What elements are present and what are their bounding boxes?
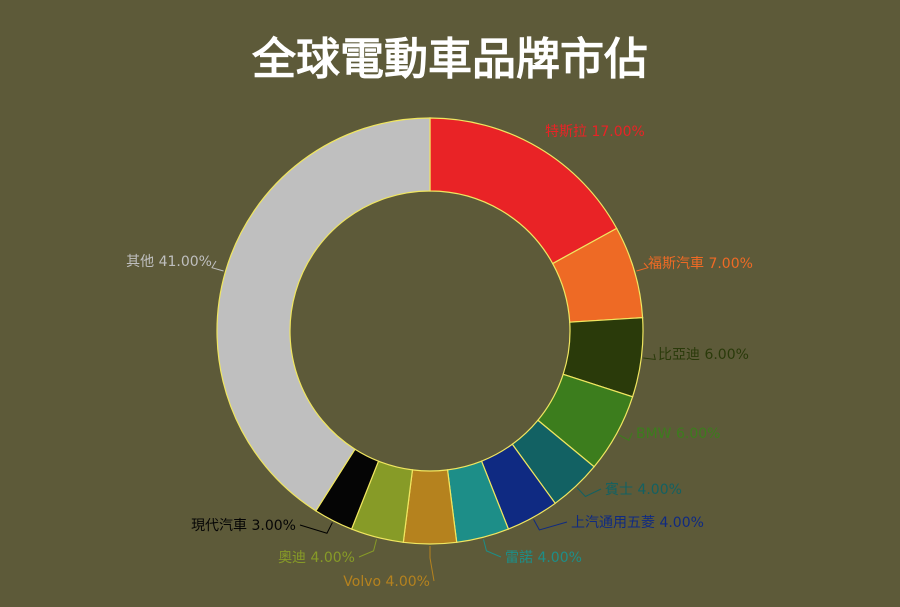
leader-line-10 [211,260,224,272]
leader-line-3 [618,432,633,442]
label-9: 現代汽車 3.00% [191,517,296,534]
label-5: 上汽通用五菱 4.00% [571,515,704,531]
leader-line-8 [358,539,378,558]
slice-10 [216,117,431,512]
label-0: 特斯拉 17.00% [545,124,645,140]
label-4: 賓士 4.00% [605,481,682,498]
labels-group: 特斯拉 17.00% 福斯汽車 7.00% 比亞迪 6.00% BMW 6.00% 賓士… [126,124,753,590]
leader-line-2 [643,353,656,361]
leader-line-9 [299,522,333,534]
leader-line-1 [636,262,649,272]
label-1: 福斯汽車 7.00% [648,255,753,272]
leader-line-6 [482,539,502,558]
leader-line-5 [533,519,568,531]
leader-lines-group [211,260,656,582]
label-8: 奧迪 4.00% [278,550,355,566]
leader-line-4 [576,487,602,498]
label-7: Volvo 4.00% [343,574,430,590]
label-6: 雷諾 4.00% [505,550,582,566]
label-3: BMW 6.00% [636,426,720,442]
slices-group [216,117,644,545]
label-2: 比亞迪 6.00% [658,347,749,363]
chart-title: 全球電動車品牌市佔 [251,34,648,85]
leader-line-7 [429,546,435,582]
label-10: 其他 41.00% [126,254,212,270]
